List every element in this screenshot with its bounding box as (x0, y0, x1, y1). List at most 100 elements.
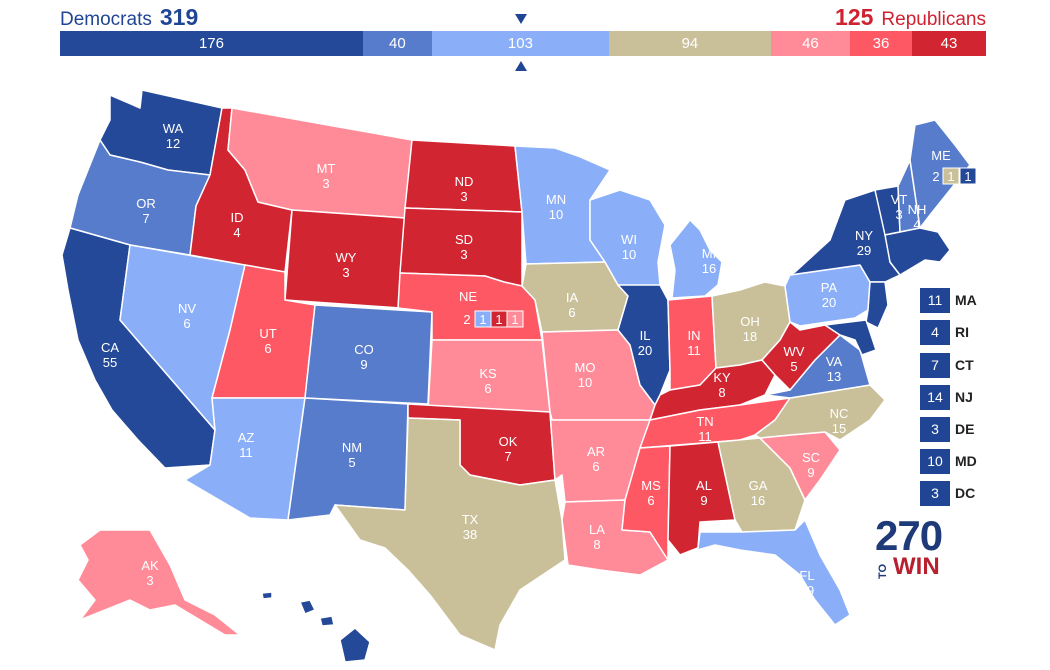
state-hi-island-3[interactable] (319, 615, 335, 627)
state-label-ga-abbr: GA (749, 478, 768, 493)
state-label-pa-abbr: PA (821, 280, 838, 295)
me-district-1-ev: 1 (947, 169, 954, 184)
democrats-total: 319 (159, 4, 199, 30)
state-hi-island-4[interactable] (261, 591, 273, 600)
state-label-az-abbr: AZ (238, 430, 255, 445)
state-label-ny-abbr: NY (855, 228, 873, 243)
small-state-ev-box[interactable]: 10 (920, 449, 950, 474)
state-label-id-abbr: ID (231, 210, 244, 225)
state-labels: WA12OR7CA55NV6ID4MT3WY3UT6AZ11CO9NM5ND3S… (101, 121, 951, 662)
state-label-nh-abbr: NH (908, 202, 927, 217)
state-label-me-abbr: ME (931, 148, 951, 163)
state-hi-island-2[interactable] (299, 599, 316, 615)
state-label-la-ev: 8 (593, 537, 600, 552)
state-label-hi-ev: 4 (318, 647, 325, 662)
state-label-wv-abbr: WV (784, 344, 805, 359)
state-label-ne-abbr: NE (459, 289, 477, 304)
270towin-logo[interactable]: 270 TO WIN (875, 515, 945, 585)
small-state-abbr: DE (955, 421, 975, 437)
nebraska-district-boxes: 2 1 1 1 (463, 310, 524, 328)
state-label-sc-ev: 9 (807, 465, 814, 480)
ev-bar-segment: 176 (60, 31, 363, 56)
state-label-sc-abbr: SC (802, 450, 820, 465)
ev-bar-segment: 36 (850, 31, 912, 56)
state-label-ny-ev: 29 (857, 243, 871, 258)
state-label-mn-abbr: MN (546, 192, 566, 207)
state-label-al-ev: 9 (700, 493, 707, 508)
state-label-va-abbr: VA (826, 354, 843, 369)
state-label-oh-abbr: OH (740, 314, 760, 329)
state-label-mt-ev: 3 (322, 176, 329, 191)
small-state-ev-box[interactable]: 7 (920, 353, 950, 378)
state-nj[interactable] (865, 281, 889, 329)
state-label-nc-abbr: NC (830, 406, 849, 421)
ne-district-box (506, 310, 524, 328)
small-state-abbr: DC (955, 485, 976, 501)
logo-to: TO (877, 563, 889, 579)
state-hi[interactable] (339, 627, 371, 663)
state-ma-ct-ri[interactable] (884, 227, 951, 276)
state-label-hi-abbr: HI (316, 632, 329, 647)
small-state-ev-box[interactable]: 14 (920, 385, 950, 410)
state-label-ky-abbr: KY (713, 370, 731, 385)
state-label-in-abbr: IN (688, 328, 701, 343)
republicans-header: 125 Republicans (835, 4, 986, 31)
state-label-mo-abbr: MO (575, 360, 596, 375)
small-state-abbr: MA (955, 292, 977, 308)
ne-district-1-ev: 1 (479, 312, 486, 327)
state-md[interactable] (824, 319, 877, 356)
state-label-mo-ev: 10 (578, 375, 592, 390)
state-label-la-abbr: LA (589, 522, 605, 537)
state-label-fl-ev: 29 (800, 583, 814, 598)
me-district-box (942, 167, 960, 185)
me-district-box (959, 167, 977, 185)
state-label-ok-abbr: OK (499, 434, 518, 449)
state-label-tx-ev: 38 (463, 527, 477, 542)
democrats-label: Democrats (60, 9, 152, 30)
state-label-ca-abbr: CA (101, 340, 119, 355)
state-label-ak-ev: 3 (146, 573, 153, 588)
ev-bar-segment: 43 (911, 31, 986, 56)
state-label-ut-abbr: UT (259, 326, 276, 341)
state-label-co-ev: 9 (360, 357, 367, 372)
state-fl[interactable] (679, 519, 851, 626)
state-label-nh-ev: 4 (913, 217, 920, 232)
ne-district-2-ev: 1 (495, 312, 502, 327)
state-label-az-ev: 11 (239, 445, 253, 460)
ev-bar-segment: 103 (431, 31, 610, 56)
state-label-vt-abbr: VT (891, 192, 908, 207)
small-state-ev-box[interactable]: 4 (920, 320, 950, 345)
republicans-total: 125 (835, 4, 874, 30)
state-label-mi-abbr: MI (702, 246, 716, 261)
state-label-nv-ev: 6 (183, 316, 190, 331)
state-label-nd-ev: 3 (460, 189, 467, 204)
logo-number: 270 (875, 512, 943, 559)
state-label-mt-abbr: MT (317, 161, 336, 176)
state-label-wy-ev: 3 (342, 265, 349, 280)
small-state-ev-box[interactable]: 3 (920, 481, 950, 506)
270-marker-bottom-icon (515, 61, 527, 71)
small-state-ev-box[interactable]: 3 (920, 417, 950, 442)
state-label-tn-abbr: TN (696, 414, 713, 429)
democrats-header: Democrats 319 (60, 4, 198, 31)
state-me[interactable] (909, 119, 971, 229)
state-ak[interactable] (77, 529, 241, 636)
ne-district-3-ev: 1 (511, 312, 518, 327)
state-label-ar-abbr: AR (587, 444, 605, 459)
state-label-fl-abbr: FL (799, 568, 814, 583)
state-label-al-abbr: AL (696, 478, 712, 493)
state-nc[interactable] (754, 384, 886, 441)
state-label-ms-abbr: MS (641, 478, 661, 493)
state-label-ia-ev: 6 (568, 305, 575, 320)
small-state-abbr: CT (955, 357, 974, 373)
state-label-co-abbr: CO (354, 342, 374, 357)
state-label-mn-ev: 10 (549, 207, 563, 222)
state-tx[interactable] (334, 417, 566, 651)
state-mi[interactable] (669, 219, 723, 299)
ev-bar-segment: 40 (362, 31, 432, 56)
state-label-pa-ev: 20 (822, 295, 836, 310)
small-state-ev-box[interactable]: 11 (920, 288, 950, 313)
ev-bar-segment: 94 (609, 31, 771, 56)
state-label-wa-abbr: WA (163, 121, 184, 136)
state-label-or-abbr: OR (136, 196, 156, 211)
